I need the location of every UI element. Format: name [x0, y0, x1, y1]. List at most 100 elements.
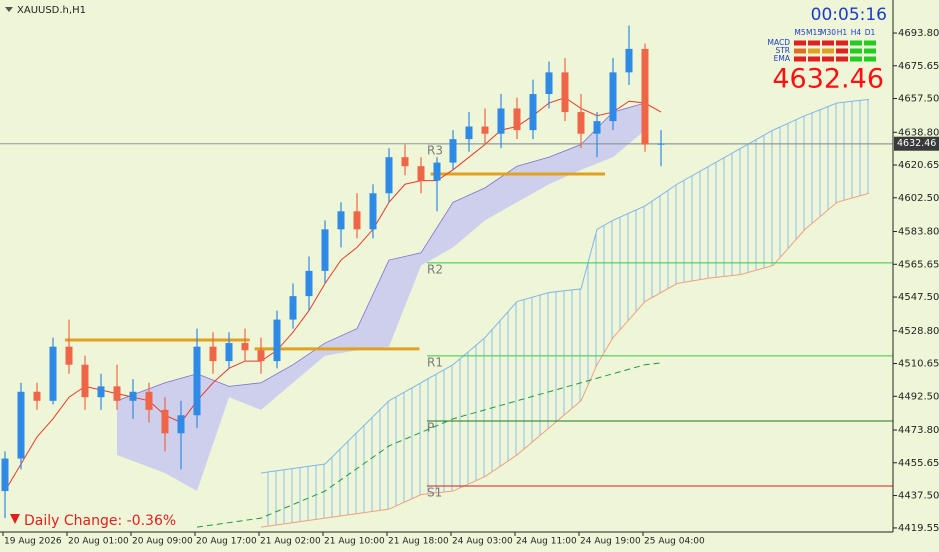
x-tick-label: 20 Aug 09:00 [132, 537, 193, 547]
candle-body [113, 386, 121, 401]
candle-body [65, 346, 73, 365]
future-cloud [261, 99, 869, 528]
candle-body [577, 112, 585, 134]
candle-body [513, 108, 521, 131]
timeframe-label: M30 [820, 28, 836, 37]
candle-body [289, 296, 297, 320]
candle-body [449, 139, 457, 163]
signal-cell [836, 56, 848, 62]
candle-body [17, 391, 25, 459]
y-tick-label: 4675.65 [898, 61, 939, 72]
y-tick-label: 4419.55 [898, 523, 939, 534]
price-box [894, 136, 939, 151]
x-tick-label: 24 Aug 19:00 [580, 537, 641, 547]
pivot-label: P [427, 421, 434, 435]
candle-body [193, 346, 201, 416]
candle-body [385, 157, 393, 194]
past-cloud [117, 103, 645, 492]
candle-body [545, 72, 553, 95]
signal-cell [822, 48, 834, 54]
y-tick-label: 4455.65 [898, 458, 939, 469]
candle-body [593, 121, 601, 134]
signal-cell [864, 56, 876, 62]
candle-body [417, 166, 425, 181]
candle-body [49, 346, 57, 401]
y-tick-label: 4583.80 [898, 227, 939, 238]
signal-cell [850, 48, 862, 54]
signal-cell [864, 48, 876, 54]
price-box-label: 4632.46 [897, 138, 936, 149]
timeframe-label: M5 [794, 28, 805, 37]
candle-body [145, 391, 153, 410]
down-arrow [10, 514, 20, 524]
plot-area: R3 R2 R1 P S1 [0, 25, 893, 528]
daily-change: Daily Change: -0.36% [24, 513, 176, 529]
signal-cell [822, 56, 834, 62]
chikou-line [196, 362, 662, 528]
x-tick-label: 20 Aug 17:00 [196, 537, 257, 547]
x-tick-label: 25 Aug 04:00 [644, 537, 705, 547]
y-tick-label: 4620.65 [898, 160, 939, 171]
chart-title: XAUUSD.h,H1 [17, 5, 86, 16]
cloud-past-upper [116, 102, 646, 402]
candle-body [561, 72, 569, 113]
signal-name: MACD [768, 38, 791, 47]
signal-cell [808, 48, 820, 54]
candle-body [129, 391, 137, 401]
candle-body [529, 94, 537, 131]
candle-body [81, 364, 89, 398]
signal-cell [808, 56, 820, 62]
signal-cell [822, 40, 834, 46]
candle-body [481, 126, 489, 134]
candle-body [321, 229, 329, 271]
pivot-label: R2 [427, 262, 443, 276]
candle-body [257, 350, 265, 362]
candle-body [337, 211, 345, 230]
signal-cell [794, 56, 806, 62]
candle-body [97, 386, 105, 398]
y-tick-label: 4657.50 [898, 94, 939, 105]
x-tick-label: 20 Aug 01:00 [68, 537, 129, 547]
candle-body [657, 143, 665, 145]
y-tick-label: 4565.65 [898, 259, 939, 270]
candle-body [305, 270, 313, 297]
candle-body [369, 193, 377, 230]
candle-body [177, 415, 185, 434]
signal-cell [836, 40, 848, 46]
y-tick-label: 4473.80 [898, 425, 939, 436]
y-tick-label: 4510.65 [898, 359, 939, 370]
candle-body [401, 157, 409, 167]
candle-body [273, 319, 281, 362]
x-tick-label: 21 Aug 02:00 [260, 537, 321, 547]
x-tick-label: 19 Aug 2026 [4, 537, 62, 547]
candle-body [161, 409, 169, 434]
x-tick-label: 24 Aug 11:00 [516, 537, 577, 547]
x-tick-label: 21 Aug 18:00 [388, 537, 449, 547]
signal-cell [794, 48, 806, 54]
candle-body [625, 48, 633, 73]
pivot-label: R1 [427, 355, 443, 369]
cloud-upper-line [260, 98, 870, 474]
timeframe-label: H1 [837, 28, 848, 37]
big-price: 4632.46 [772, 64, 884, 95]
y-tick-label: 4602.50 [898, 193, 939, 204]
signal-name: EMA [774, 54, 791, 63]
signal-cell [850, 56, 862, 62]
candle-body [209, 346, 217, 362]
signal-cell [850, 40, 862, 46]
candle-body [609, 72, 617, 122]
signal-cell [794, 40, 806, 46]
y-tick-label: 4547.50 [898, 292, 939, 303]
y-tick-label: 4638.80 [898, 127, 939, 138]
signal-cell [808, 40, 820, 46]
y-tick-label: 4492.50 [898, 391, 939, 402]
candle-body [1, 458, 9, 492]
candle-body [225, 343, 233, 362]
symbol-icon [5, 7, 13, 12]
timeframe-label: M15 [806, 28, 822, 37]
candle-body [465, 126, 473, 140]
pivot-label: S1 [427, 485, 442, 499]
cloud-lower-line [260, 192, 870, 528]
candle-body [641, 48, 649, 145]
